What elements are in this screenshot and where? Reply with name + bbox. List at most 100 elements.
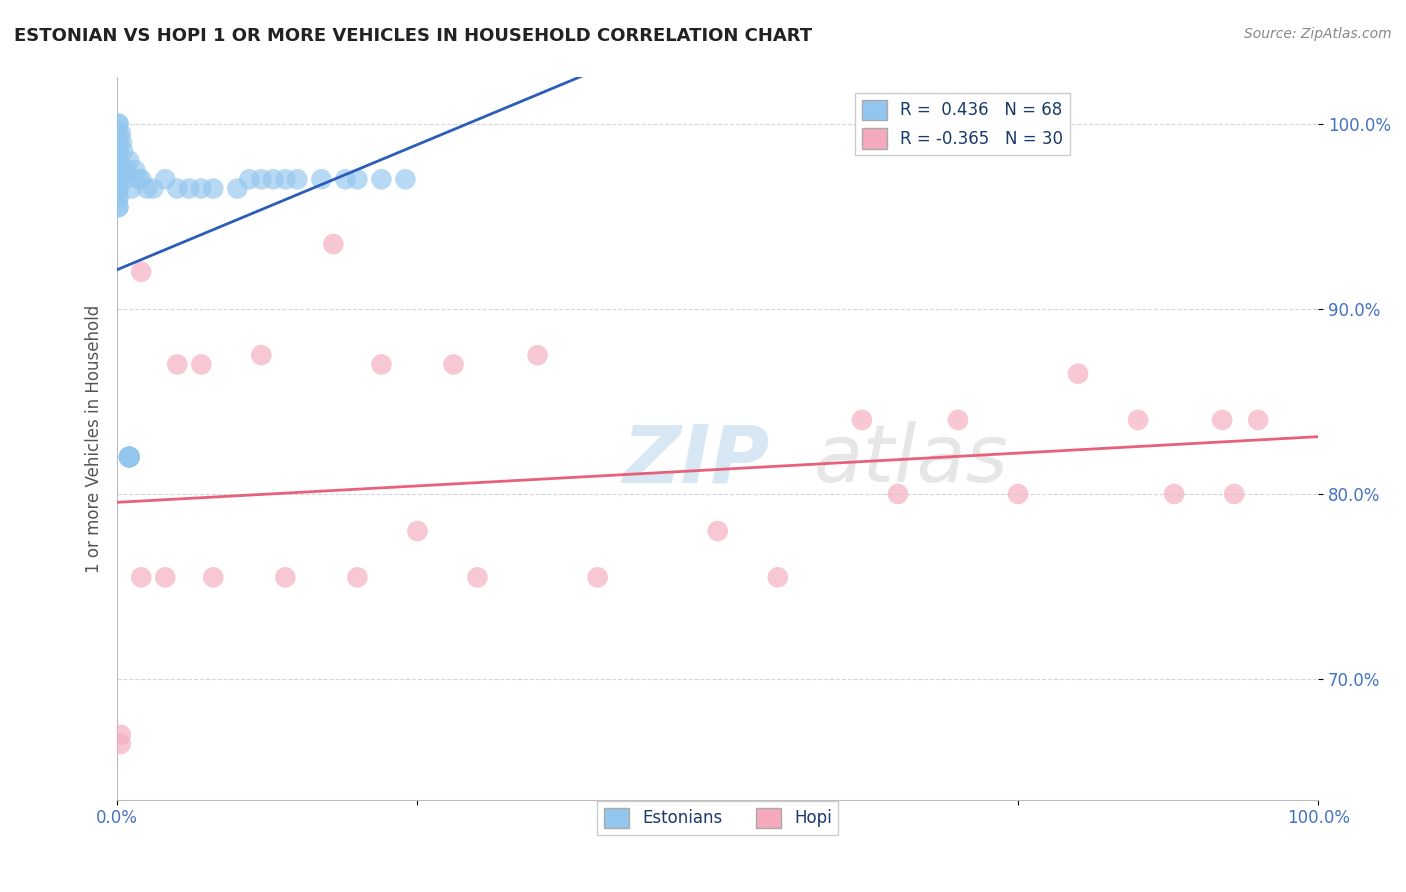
- Point: [107, 145, 129, 159]
- Text: ZIP: ZIP: [621, 421, 769, 500]
- Point: [274, 172, 297, 186]
- Point: [118, 450, 141, 464]
- Point: [226, 181, 249, 195]
- Point: [190, 181, 212, 195]
- Point: [238, 172, 260, 186]
- Point: [107, 200, 129, 214]
- Point: [118, 450, 141, 464]
- Point: [1067, 367, 1090, 381]
- Point: [142, 181, 165, 195]
- Point: [370, 172, 392, 186]
- Point: [190, 358, 212, 372]
- Point: [107, 191, 129, 205]
- Point: [107, 163, 129, 178]
- Point: [887, 487, 910, 501]
- Point: [118, 450, 141, 464]
- Point: [766, 570, 789, 584]
- Point: [118, 153, 141, 168]
- Point: [115, 163, 138, 178]
- Point: [118, 450, 141, 464]
- Point: [118, 450, 141, 464]
- Point: [467, 570, 489, 584]
- Point: [118, 450, 141, 464]
- Point: [166, 358, 188, 372]
- Point: [118, 450, 141, 464]
- Point: [406, 524, 429, 538]
- Point: [118, 450, 141, 464]
- Point: [526, 348, 548, 362]
- Point: [118, 450, 141, 464]
- Point: [443, 358, 465, 372]
- Point: [129, 172, 152, 186]
- Point: [107, 181, 129, 195]
- Y-axis label: 1 or more Vehicles in Household: 1 or more Vehicles in Household: [86, 304, 103, 573]
- Point: [107, 135, 129, 149]
- Point: [394, 172, 416, 186]
- Point: [285, 172, 308, 186]
- Point: [370, 358, 392, 372]
- Point: [202, 570, 225, 584]
- Point: [107, 172, 129, 186]
- Point: [107, 153, 129, 168]
- Point: [136, 181, 159, 195]
- Point: [107, 117, 129, 131]
- Point: [111, 135, 134, 149]
- Point: [107, 172, 129, 186]
- Point: [128, 172, 150, 186]
- Point: [112, 145, 135, 159]
- Text: atlas: atlas: [814, 421, 1008, 500]
- Point: [129, 570, 152, 584]
- Point: [118, 450, 141, 464]
- Point: [121, 181, 143, 195]
- Point: [118, 450, 141, 464]
- Point: [155, 172, 177, 186]
- Point: [118, 450, 141, 464]
- Point: [114, 172, 136, 186]
- Point: [107, 191, 129, 205]
- Point: [107, 153, 129, 168]
- Point: [274, 570, 297, 584]
- Text: ESTONIAN VS HOPI 1 OR MORE VEHICLES IN HOUSEHOLD CORRELATION CHART: ESTONIAN VS HOPI 1 OR MORE VEHICLES IN H…: [14, 27, 813, 45]
- Point: [124, 163, 146, 178]
- Point: [107, 135, 129, 149]
- Point: [322, 237, 344, 252]
- Point: [118, 450, 141, 464]
- Point: [202, 181, 225, 195]
- Point: [166, 181, 188, 195]
- Point: [118, 450, 141, 464]
- Point: [1163, 487, 1185, 501]
- Point: [118, 450, 141, 464]
- Point: [118, 450, 141, 464]
- Point: [110, 728, 132, 742]
- Point: [250, 172, 273, 186]
- Legend: Estonians, Hopi: Estonians, Hopi: [598, 801, 838, 835]
- Point: [1211, 413, 1233, 427]
- Point: [1007, 487, 1029, 501]
- Point: [107, 117, 129, 131]
- Point: [311, 172, 333, 186]
- Point: [1247, 413, 1270, 427]
- Point: [335, 172, 357, 186]
- Point: [110, 126, 132, 140]
- Point: [129, 265, 152, 279]
- Point: [586, 570, 609, 584]
- Point: [107, 163, 129, 178]
- Point: [851, 413, 873, 427]
- Point: [118, 450, 141, 464]
- Point: [1223, 487, 1246, 501]
- Point: [118, 450, 141, 464]
- Point: [107, 200, 129, 214]
- Point: [1126, 413, 1149, 427]
- Text: Source: ZipAtlas.com: Source: ZipAtlas.com: [1244, 27, 1392, 41]
- Point: [946, 413, 969, 427]
- Point: [250, 348, 273, 362]
- Point: [107, 145, 129, 159]
- Point: [107, 135, 129, 149]
- Point: [110, 737, 132, 751]
- Point: [112, 163, 135, 178]
- Point: [107, 126, 129, 140]
- Point: [118, 450, 141, 464]
- Point: [155, 570, 177, 584]
- Point: [346, 570, 368, 584]
- Point: [706, 524, 728, 538]
